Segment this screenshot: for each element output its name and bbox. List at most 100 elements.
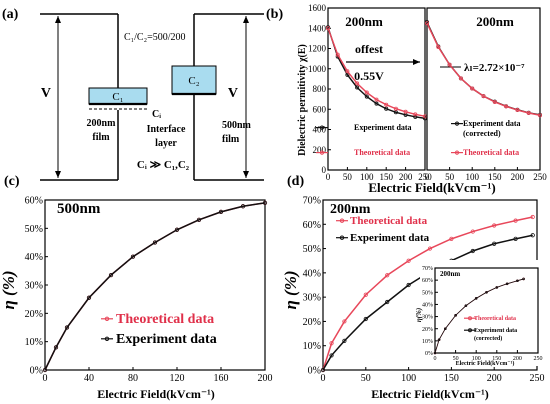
b-y-axis-label: Dielectric permitivity χ(E)	[297, 44, 308, 156]
chart-2-legend-marker-0	[104, 316, 110, 321]
chart-4-x-tick-label: 50	[453, 356, 459, 362]
b-x-axis-label: Electric Field(kVcm⁻¹)	[368, 180, 495, 195]
chart-3-series-1-point	[363, 316, 368, 322]
chart-2-series-1-point	[64, 325, 70, 330]
chart-2-series-1-point	[42, 367, 48, 373]
chart-4-series-1-point	[437, 338, 441, 341]
chart-0-series-1-point	[374, 97, 379, 102]
chart-1-legend-label-1: Theoretical data	[463, 148, 519, 157]
b-right-chart: 200nm λₗ=2.72×10⁻⁷ 0 50 100 150 200 250 Experi…	[425, 7, 547, 182]
chart-0-series-0-point	[384, 106, 389, 111]
chart-4-series-1-point	[522, 277, 525, 281]
chart-2-y-tick-label: 0%	[30, 366, 43, 377]
chart-3-series-0-point	[449, 236, 454, 241]
chart-2-x-tick-label: 40	[84, 373, 94, 384]
chart-1-x-tick-label: 250	[533, 172, 547, 182]
chart-4-x-tick-label: 250	[534, 356, 543, 362]
chart-0-series-0-point	[413, 114, 418, 119]
right-voltage-label: V	[228, 86, 238, 101]
chart-2-y-tick-label: 30%	[25, 281, 43, 292]
chart-0-y-tick-label: 1000	[308, 64, 327, 74]
chart-1-series-1-point	[481, 94, 486, 99]
film-200-label-line1: 200nm	[87, 118, 117, 129]
chart-4-legend-label-0: Theoretical data	[474, 316, 516, 322]
chart-0-y-tick-label: 600	[313, 104, 327, 114]
panel-b: (b) Dielectric permitivity χ(E) Electric…	[266, 3, 547, 195]
chart-0-legend-marker-1	[319, 150, 325, 155]
right-arrow-head-up	[243, 16, 249, 23]
chart-2-series-1-point	[152, 240, 158, 245]
chart-3-y-tick-label: 50%	[303, 244, 321, 255]
chart-1-series-1-point	[492, 99, 497, 104]
chart-3-legend-marker-1	[339, 235, 345, 240]
chart-0-series-1-point	[384, 102, 389, 107]
left-arrow-head-up	[55, 16, 61, 23]
chart-3-series-1-point	[470, 248, 475, 254]
chart-2-series-1-line	[44, 202, 266, 371]
chart-3-series-0-point	[329, 341, 334, 346]
chart-3-series-1-point	[342, 338, 347, 343]
panel-a: (a) C₁/C₂=500/200 V C₁ Cᵢ 200nm film V C…	[2, 7, 264, 181]
chart-4-legend-marker-1	[468, 328, 472, 333]
b-offset-label: offest	[355, 42, 383, 56]
chart-4-legend-label-1: (corrected)	[474, 335, 502, 342]
chart-1-series-1-point	[515, 108, 520, 113]
chart-0-series-1-point	[413, 112, 418, 117]
chart-4-y-tick-label: 10%	[422, 339, 433, 345]
chart-3-x-tick-label: 0	[321, 373, 326, 384]
chart-2-legend-marker-1	[104, 336, 110, 341]
chart-3-series-0-point	[513, 218, 518, 223]
chart-2-y-tick-label: 20%	[25, 309, 43, 320]
chart-3-series-0-point	[470, 229, 475, 234]
chart-1-series-1-point	[538, 113, 543, 118]
left-voltage-label: V	[41, 86, 51, 101]
chart-2-legend-label-1: Experiment data	[116, 332, 217, 347]
chart-3-legend-label-1: Experiment data	[350, 232, 430, 244]
chart-0-series-1-point	[393, 106, 398, 111]
chart-3-y-tick-label: 10%	[303, 341, 321, 352]
chart-4-x-tick-label: 0	[434, 356, 437, 362]
chart-1-series-1-point	[436, 44, 441, 49]
ci-label: Cᵢ	[152, 109, 161, 120]
chart-1-x-tick-label: 100	[465, 172, 479, 182]
chart-0-series-0-point	[364, 94, 369, 99]
chart-3-y-tick-label: 0%	[308, 366, 321, 377]
chart-3-y-tick-label: 70%	[303, 196, 321, 207]
chart-2-y-tick-label: 40%	[25, 252, 43, 263]
chart-4-legend-label-1: Experiment data	[474, 328, 517, 334]
chart-0-series-0-line	[327, 27, 426, 120]
chart-0-x-tick-label: 250	[418, 172, 432, 182]
b-right-title: 200nm	[476, 14, 514, 29]
chart-2-y-tick-label: 50%	[25, 224, 43, 235]
chart-1-x-tick-label: 50	[445, 172, 455, 182]
chart-4-y-tick-label: 30%	[422, 315, 433, 321]
chart-4-series-1-point	[485, 290, 488, 294]
chart-2-series-1-point	[108, 272, 114, 278]
right-arrow-head-down	[243, 171, 249, 178]
chart-0-legend-marker-0	[319, 125, 325, 130]
chart-4-y-tick-label: 70%	[422, 266, 433, 272]
chart-3-series-1-point	[385, 299, 390, 305]
chart-3-series-0-point	[427, 246, 433, 251]
chart-2-series-1-point	[196, 217, 202, 222]
chart-2-y-tick-label: 10%	[25, 337, 43, 348]
panel-b-label: (b)	[266, 7, 283, 22]
chart-1-plot-frame	[426, 7, 541, 171]
chart-4-y-tick-label: 20%	[422, 327, 433, 333]
chart-4-series-1-point	[454, 314, 457, 317]
chart-0-series-1-line	[327, 28, 426, 118]
chart-4-series-1-line	[434, 278, 524, 354]
chart-0-series-1-point	[325, 26, 330, 31]
chart-3-x-tick-label: 150	[444, 373, 459, 384]
chart-3-x-tick-label: 50	[361, 373, 371, 384]
chart-0-series-1-point	[355, 81, 360, 86]
chart-1-legend-marker-1	[454, 150, 460, 155]
chart-2-x-tick-label: 80	[128, 373, 138, 384]
chart-0-y-tick-label: 1200	[308, 44, 327, 54]
left-arrow-head-down	[55, 171, 61, 178]
chart-4-series-1-point	[433, 351, 437, 355]
panel-c: (c) η (%) Electric Field(kVcm⁻¹) 500nm 0…	[0, 174, 273, 401]
chart-0-y-tick-label: 800	[313, 84, 327, 94]
chart-1-legend-marker-0	[454, 121, 460, 126]
